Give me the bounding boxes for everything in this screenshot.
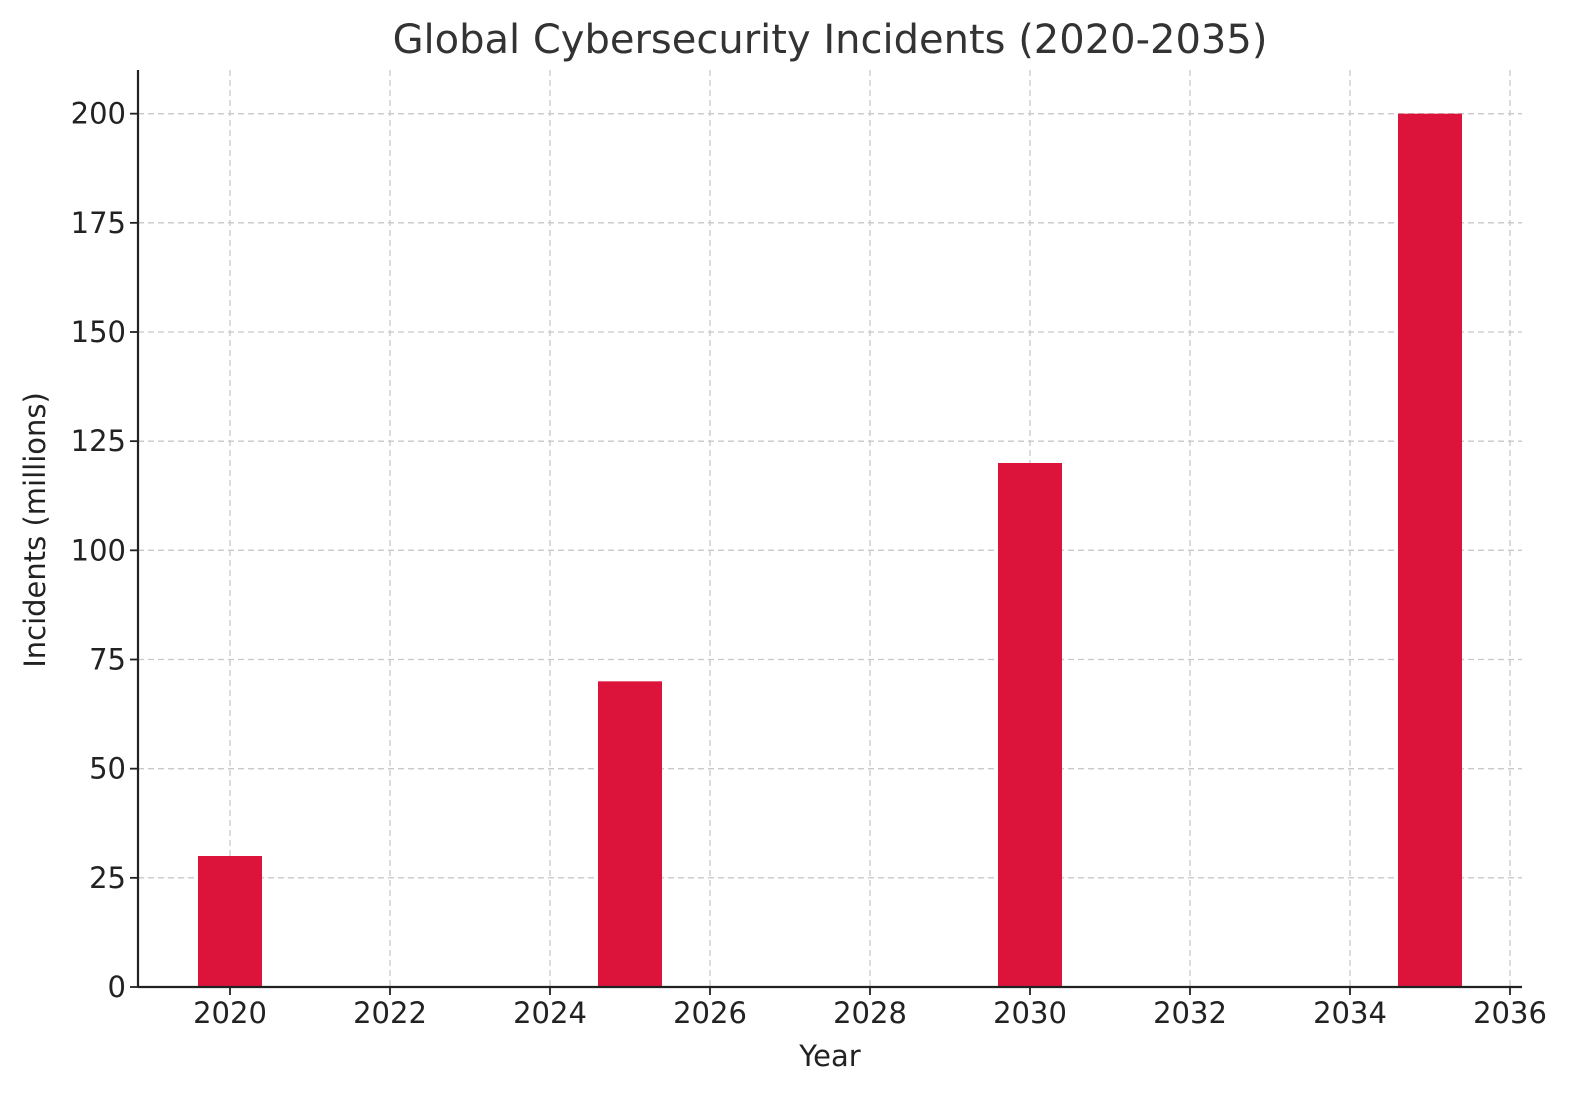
x-tick-label: 2020 <box>193 996 267 1030</box>
x-tick-label: 2030 <box>993 996 1067 1030</box>
bar-2035 <box>1398 113 1462 987</box>
bar-2020 <box>198 856 262 987</box>
x-ticks: 2020 2022 2024 2026 2028 2030 2032 2034 2036 <box>193 987 1547 1030</box>
y-tick-label: 125 <box>71 424 126 458</box>
x-tick-label: 2024 <box>513 996 587 1030</box>
x-tick-label: 2036 <box>1473 996 1547 1030</box>
x-tick-label: 2026 <box>673 996 747 1030</box>
bar-2030 <box>998 463 1062 987</box>
y-tick-label: 0 <box>108 970 126 1004</box>
x-tick-label: 2032 <box>1153 996 1227 1030</box>
y-tick-label: 175 <box>71 206 126 240</box>
bars <box>198 113 1462 987</box>
x-tick-label: 2028 <box>833 996 907 1030</box>
chart-title: Global Cybersecurity Incidents (2020-203… <box>393 17 1268 63</box>
y-tick-label: 150 <box>71 315 126 349</box>
y-ticks: 0 25 50 75 100 125 150 175 200 <box>71 97 138 1004</box>
y-axis-label: Incidents (millions) <box>18 392 52 668</box>
axes <box>136 70 1522 989</box>
y-tick-label: 100 <box>71 533 126 567</box>
y-tick-label: 25 <box>89 861 126 895</box>
y-tick-label: 50 <box>89 752 126 786</box>
y-tick-label: 200 <box>71 97 126 131</box>
grid <box>138 70 1522 988</box>
x-tick-label: 2022 <box>353 996 427 1030</box>
x-tick-label: 2034 <box>1313 996 1387 1030</box>
x-axis-label: Year <box>798 1039 860 1073</box>
bar-2025 <box>598 681 662 987</box>
y-tick-label: 75 <box>89 643 126 677</box>
